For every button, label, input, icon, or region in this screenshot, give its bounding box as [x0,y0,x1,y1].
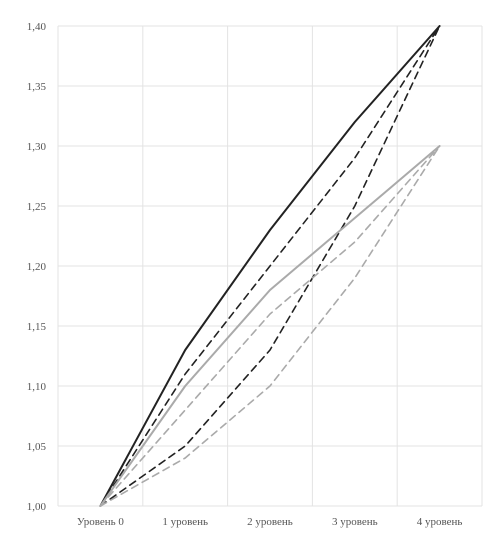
y-tick-label: 1,30 [27,141,47,153]
series-line-5 [99,145,441,507]
y-axis: 1,00 1,05 1,10 1,15 1,20 1,25 1,30 1,35 1,40 [27,21,47,513]
series-line-1 [99,25,441,507]
x-tick-label: Уровень 0 [77,516,124,528]
y-tick-label: 1,05 [27,441,47,453]
x-axis: Уровень 0 1 уровень 2 уровень 3 уровень 4 ур… [77,516,463,528]
series-line-3 [99,25,441,507]
series-layer [99,25,441,507]
y-tick-label: 1,20 [27,261,47,273]
x-tick-label: 1 уровень [162,516,208,528]
x-tick-label: 4 уровень [417,516,463,528]
series-line-4 [99,145,441,507]
y-tick-label: 1,00 [27,501,47,513]
y-tick-label: 1,25 [27,201,47,213]
x-tick-label: 3 уровень [332,516,378,528]
series-line-2 [99,25,441,507]
y-tick-label: 1,10 [27,381,47,393]
x-tick-label: 2 уровень [247,516,293,528]
y-tick-label: 1,15 [27,321,47,333]
y-tick-label: 1,40 [27,21,47,33]
y-tick-label: 1,35 [27,81,47,93]
series-line-6 [99,145,441,507]
